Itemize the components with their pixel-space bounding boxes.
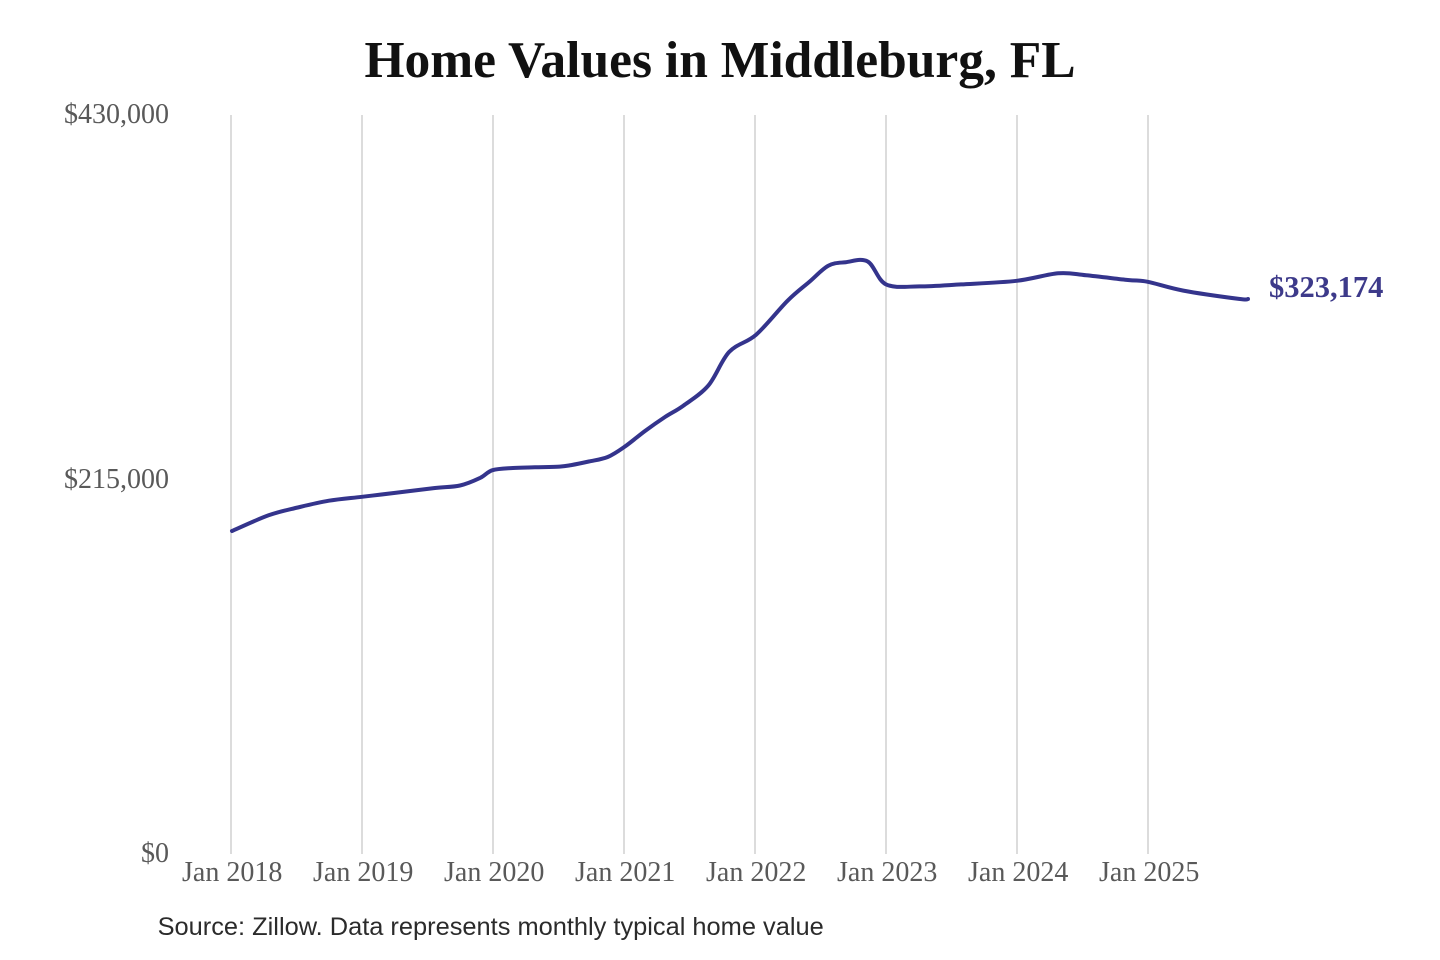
svg-text:Jan 2020: Jan 2020 <box>444 857 544 888</box>
svg-text:Jan 2024: Jan 2024 <box>968 857 1068 888</box>
svg-text:$430,000: $430,000 <box>64 99 169 130</box>
svg-text:$0: $0 <box>141 838 169 869</box>
svg-text:$215,000: $215,000 <box>64 464 169 495</box>
svg-text:Jan 2018: Jan 2018 <box>182 857 282 888</box>
svg-text:Jan 2025: Jan 2025 <box>1099 857 1199 888</box>
svg-text:Jan 2021: Jan 2021 <box>575 857 675 888</box>
svg-text:$323,174: $323,174 <box>1269 270 1383 304</box>
svg-text:Jan 2019: Jan 2019 <box>313 857 413 888</box>
svg-text:Jan 2023: Jan 2023 <box>837 857 937 888</box>
svg-text:Jan 2022: Jan 2022 <box>706 857 806 888</box>
